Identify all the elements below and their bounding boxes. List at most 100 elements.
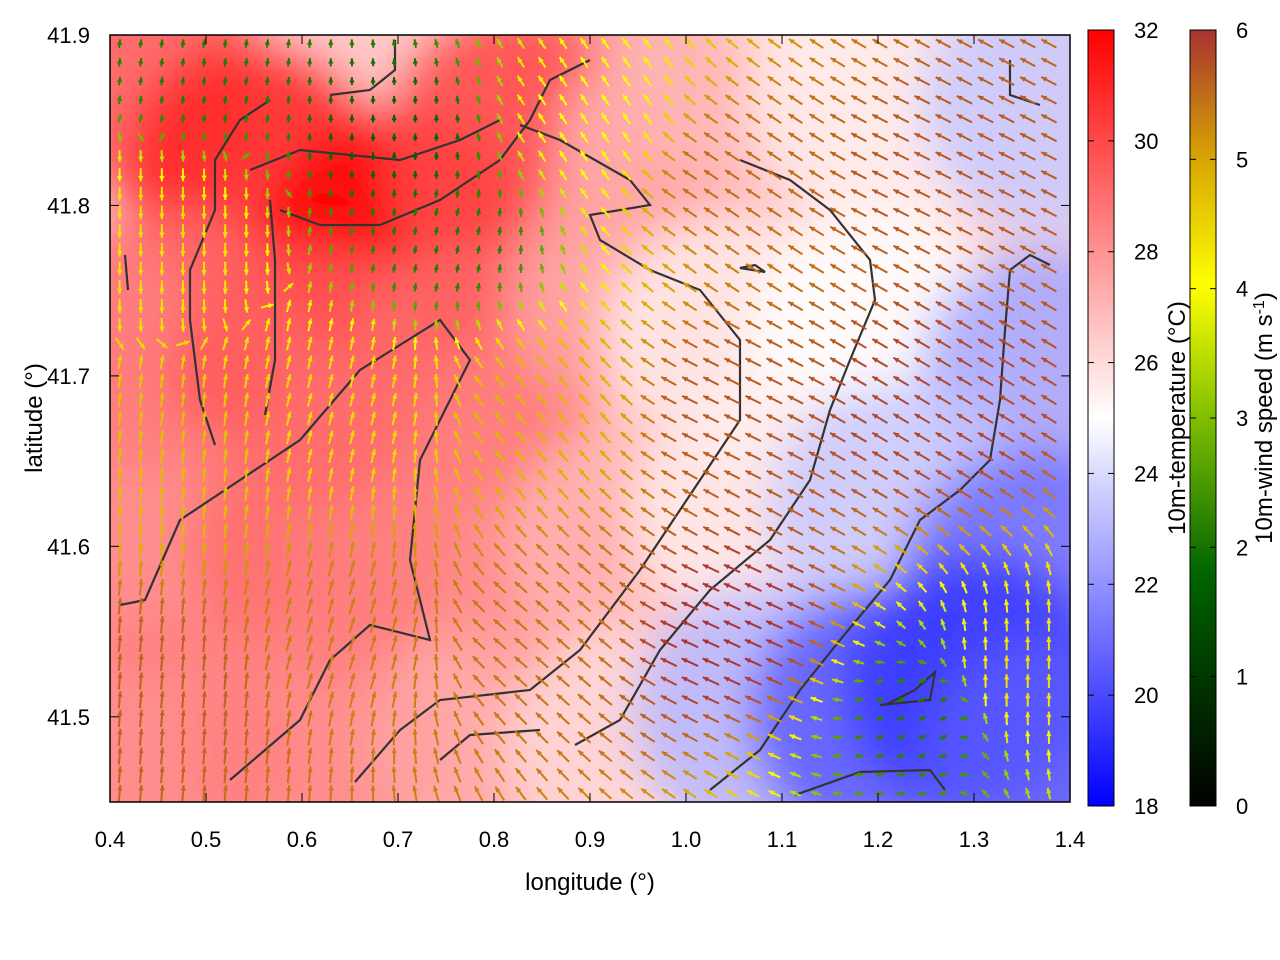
wind-arrow-head [433,245,439,252]
wind-arrow [159,76,165,86]
wind-arrow-head [681,620,688,626]
wind-arrow-head [349,133,355,139]
wind-arrow-head [159,728,165,735]
wind-arrow [201,317,207,332]
wind-arrow-head [830,282,837,288]
wind-arrow-head [433,448,439,455]
wind-arrow-head [433,411,439,417]
wind-arrow [370,504,376,520]
wind-arrow-head [265,355,271,362]
wind-arrow-head [307,467,313,474]
wind-arrow-head [328,785,334,791]
wind-arrow-head [914,470,921,476]
wind-arrow-head [159,133,165,140]
wind-arrow-head [286,616,292,623]
wind-arrow [682,263,697,274]
wind-arrow [702,582,720,592]
wind-arrow-head [117,467,123,474]
wind-arrow [117,299,123,313]
wind-arrow [808,563,825,574]
wind-arrow-head [893,432,900,438]
wind-arrow [767,752,781,760]
wind-arrow-head [600,375,606,382]
wind-arrow-head [830,95,837,101]
wind-arrow-head [412,95,418,102]
wind-arrow [370,170,376,179]
wind-arrow [682,187,698,200]
wind-arrow-head [662,245,669,251]
wind-arrow-head [961,656,967,662]
wind-arrow-head [577,694,584,700]
wind-arrow-head [535,712,542,719]
wind-arrow-head [286,579,292,586]
wind-arrow-head [559,113,565,120]
wind-arrow-head [201,653,207,660]
wind-arrow [808,526,825,536]
wind-arrow [578,393,590,407]
wind-arrow-head [180,560,186,567]
wind-arrow [412,597,419,615]
wind-arrow-head [307,244,313,251]
wind-arrow [808,376,825,386]
wind-arrow [285,560,292,577]
wind-arrow-head [159,232,165,238]
wind-arrow-head [161,342,168,348]
wind-arrow [159,186,165,201]
wind-arrow-head [535,600,542,607]
wind-arrow [556,786,570,801]
wind-arrow [681,563,699,574]
wind-arrow-head [265,672,271,679]
wind-arrow [871,488,888,499]
wind-arrow-head [619,638,626,644]
wind-arrow-head [201,523,207,530]
wind-arrow-head [809,658,816,664]
wind-arrow-head [767,38,774,45]
wind-arrow [494,486,506,501]
wind-arrow [159,672,165,690]
wind-arrow-head [832,753,839,759]
wind-arrow [496,318,504,331]
wind-arrow [557,355,569,369]
wind-arrow-head [243,39,249,46]
wind-arrow-head [180,728,186,735]
wind-arrow [453,766,462,783]
wind-arrow-head [724,452,731,457]
wind-arrow-head [391,114,397,121]
wind-arrow [328,467,334,482]
wind-arrow [724,225,740,237]
wind-arrow [939,581,948,594]
wind-arrow-head [682,395,689,401]
wind-arrow [619,543,634,556]
wind-arrow-head [433,133,440,139]
wind-arrow-head [371,654,377,661]
wind-arrow-head [495,356,501,363]
wind-arrow-head [874,641,881,646]
wind-arrow [808,450,825,462]
wind-arrow-head [265,616,271,623]
wind-arrow-head [285,39,292,46]
wind-arrow [892,113,910,124]
wind-arrow-head [935,320,942,326]
wind-arrow [598,656,613,669]
wind-arrow [265,448,271,464]
wind-arrow [243,336,250,351]
wind-arrow [494,505,506,520]
wind-arrow [306,579,313,596]
wind-arrow-head [116,213,123,220]
wind-arrow-head [578,544,584,550]
wind-arrow [723,676,741,686]
wind-arrow-head [917,563,923,570]
wind-arrow [892,375,910,387]
wind-arrow-head [661,489,668,495]
wind-arrow-head [264,231,271,238]
wind-arrow [787,131,804,143]
wind-arrow-head [766,320,773,326]
wind-arrow [348,691,356,708]
wind-arrow-head [307,318,313,325]
wind-arrow [180,95,186,105]
wind-arrow-head [918,715,925,721]
wind-arrow [285,76,292,86]
wind-arrow [328,152,334,160]
wind-arrow [138,485,144,502]
wind-arrow [744,657,762,667]
